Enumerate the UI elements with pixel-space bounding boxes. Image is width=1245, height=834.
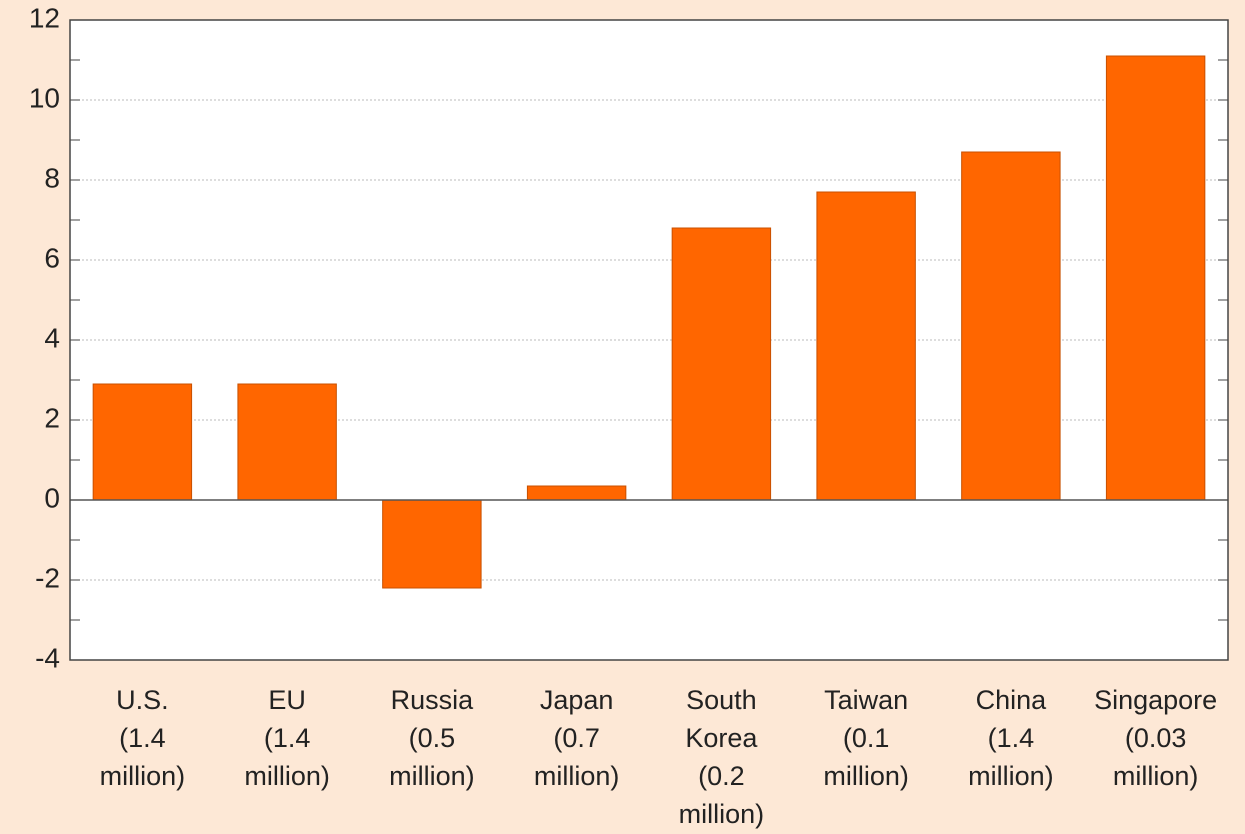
bar (526, 485, 627, 501)
x-tick-label: (0.2 (698, 761, 745, 791)
x-tick-label: Japan (540, 685, 614, 715)
bar (92, 383, 193, 501)
y-tick-label: 0 (44, 482, 60, 513)
x-tick-label: million) (244, 761, 330, 791)
x-tick-label: (0.7 (553, 723, 600, 753)
x-tick-label: Singapore (1094, 685, 1217, 715)
y-tick-label: -2 (35, 562, 60, 593)
x-tick-label: EU (268, 685, 306, 715)
x-tick-label: China (976, 685, 1048, 715)
x-tick-label: million) (100, 761, 186, 791)
y-tick-label: 2 (44, 402, 60, 433)
x-tick-label: million) (1113, 761, 1199, 791)
x-tick-label: U.S. (116, 685, 169, 715)
plot-frame (69, 19, 1229, 661)
x-tick-label: Russia (391, 685, 475, 715)
x-tick-label: million) (534, 761, 620, 791)
y-tick-label: 12 (29, 2, 60, 33)
y-tick-label: 8 (44, 162, 60, 193)
x-tick-label: (1.4 (988, 723, 1035, 753)
x-tick-label: Taiwan (824, 685, 908, 715)
x-tick-label: million) (823, 761, 909, 791)
x-tick-label: million) (389, 761, 475, 791)
x-tick-label: (1.4 (119, 723, 166, 753)
y-tick-label: -4 (35, 642, 60, 673)
x-tick-label: million) (679, 799, 765, 829)
y-tick-label: 4 (44, 322, 60, 353)
x-tick-label: (1.4 (264, 723, 311, 753)
x-tick-label: million) (968, 761, 1054, 791)
bar (237, 383, 337, 501)
x-tick-label: (0.5 (409, 723, 456, 753)
bar (816, 191, 916, 501)
bar (1105, 55, 1206, 501)
y-tick-label: 6 (44, 242, 60, 273)
bar (671, 227, 772, 501)
bar (382, 499, 482, 589)
bar (961, 151, 1061, 501)
x-tick-label: (0.03 (1125, 723, 1187, 753)
x-tick-label: South (686, 685, 757, 715)
x-tick-label: (0.1 (843, 723, 890, 753)
y-tick-label: 10 (29, 82, 60, 113)
x-tick-label: Korea (685, 723, 758, 753)
